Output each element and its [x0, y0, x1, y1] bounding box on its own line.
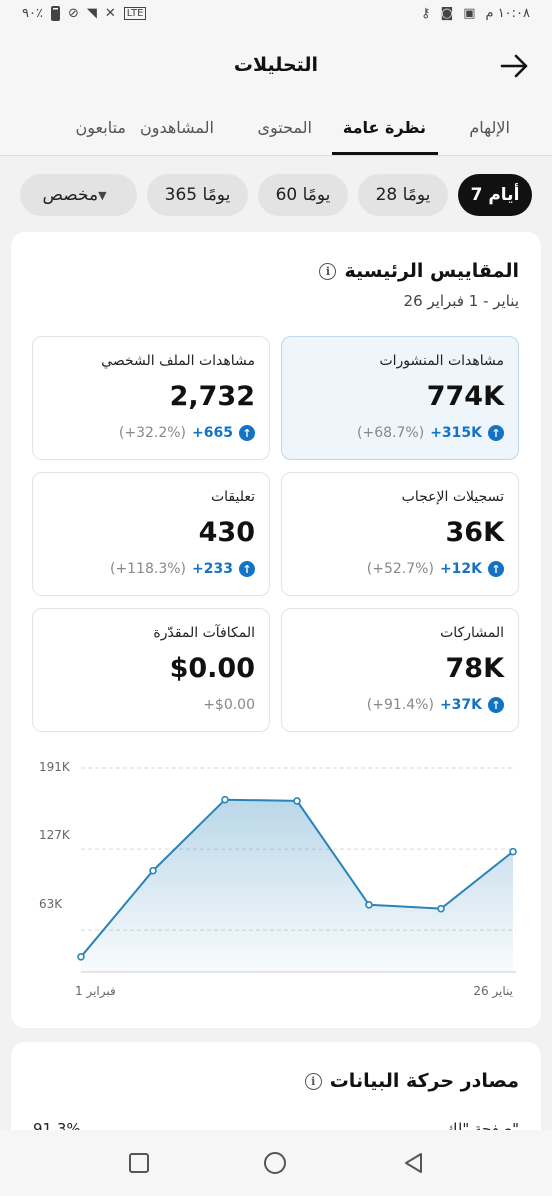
metric-delta: +233 — [192, 561, 233, 577]
status-right: ١٠:٠٨ م ▣ ◙ ⚷ — [421, 6, 530, 21]
chart-data-point[interactable] — [437, 904, 445, 913]
chart-data-point[interactable] — [509, 847, 517, 856]
metric-change: +$0.00 — [203, 697, 255, 713]
metric-value: 78K — [445, 653, 505, 684]
range-custom-dropdown[interactable]: مخصص ▼ — [20, 174, 137, 216]
traffic-sources-title: مصادر حركة البيانات i — [304, 1070, 519, 1092]
range-7-days[interactable]: 7 أيام — [458, 174, 532, 216]
battery-percent: ٩٠٪ — [22, 6, 43, 21]
y-tick-label: 191K — [39, 760, 71, 774]
metric-label: تعليقات — [210, 489, 255, 505]
no-sim-icon: ⊘ — [67, 6, 79, 21]
media-icon: ◙ — [440, 6, 454, 21]
tab-bar: الإلهام نظرة عامة المحتوى المشاهدون متاب… — [0, 98, 552, 156]
x-tick-label: 1 فبراير — [75, 984, 116, 999]
metric-delta: +12K — [439, 561, 482, 577]
metric-pct: (+32.2%) — [118, 425, 187, 441]
metric-change: ↑ +37K (+91.4%) — [367, 697, 504, 713]
y-tick-label: 127K — [39, 828, 71, 842]
system-nav-bar — [0, 1130, 552, 1196]
metric-pct: +$0.00 — [203, 697, 255, 713]
metric-change: ↑ +233 (+118.3%) — [110, 561, 255, 577]
traffic-sources-title-text: مصادر حركة البيانات — [329, 1070, 519, 1092]
range-365-days[interactable]: 365 يومًا — [147, 174, 248, 216]
metric-label: المكافآت المقدّرة — [153, 625, 255, 641]
tab-audience[interactable]: المشاهدون — [139, 118, 214, 137]
key-icon: ⚷ — [421, 6, 431, 21]
tab-inspiration[interactable]: الإلهام — [469, 118, 510, 137]
app-header: التحليلات — [0, 34, 552, 98]
metric-label: تسجيلات الإعجاب — [401, 489, 504, 505]
metric-delta: +665 — [192, 425, 233, 441]
arrow-right-icon[interactable] — [496, 48, 532, 84]
metric-value: 36K — [445, 517, 505, 548]
tab-followers[interactable]: متابعون — [75, 118, 126, 137]
info-icon[interactable]: i — [319, 262, 337, 280]
metric-value: 430 — [198, 517, 255, 548]
metric-value: $0.00 — [169, 653, 255, 684]
chart-data-point[interactable] — [77, 952, 85, 961]
metric-change: ↑ +12K (+52.7%) — [367, 561, 504, 577]
metric-change: ↑ +315K (+68.7%) — [357, 425, 504, 441]
metric-value: 2,732 — [169, 381, 255, 412]
metric-post-views[interactable]: مشاهدات المنشورات 774K ↑ +315K (+68.7%) — [281, 336, 519, 460]
metric-label: المشاركات — [440, 625, 504, 641]
metric-change: ↑ +665 (+32.2%) — [119, 425, 255, 441]
status-left: ٩٠٪ ⊘ ◥ ✕ LTE — [22, 6, 147, 21]
x-app-icon: ✕ — [104, 6, 116, 21]
metric-value: 774K — [426, 381, 504, 412]
arrow-up-circle-icon: ↑ — [239, 561, 255, 577]
chart-data-point[interactable] — [149, 866, 157, 875]
range-28-days[interactable]: 28 يومًا — [358, 174, 448, 216]
metric-label: مشاهدات الملف الشخصي — [101, 353, 255, 369]
active-tab-indicator — [332, 152, 438, 155]
post-views-chart: 191K 127K 63K 26 يناير 1 فبراير — [39, 760, 517, 999]
tab-content[interactable]: المحتوى — [257, 118, 312, 137]
chart-area-fill — [81, 799, 513, 972]
back-triangle-icon[interactable] — [402, 1151, 424, 1175]
arrow-up-circle-icon: ↑ — [488, 425, 504, 441]
x-tick-label: 26 يناير — [473, 984, 513, 999]
network-icon: LTE — [123, 7, 147, 20]
metric-pct: (+118.3%) — [109, 561, 187, 577]
wifi-icon: ◥ — [86, 6, 97, 21]
home-circle-icon[interactable] — [263, 1151, 287, 1175]
arrow-up-circle-icon: ↑ — [488, 561, 504, 577]
range-60-days[interactable]: 60 يومًا — [258, 174, 348, 216]
metric-delta: +315K — [430, 425, 482, 441]
chart-data-point[interactable] — [293, 797, 301, 805]
key-metrics-card: المقاييس الرئيسية i 26 يناير - 1 فبراير … — [11, 232, 541, 1028]
metric-delta: +37K — [439, 697, 482, 713]
recents-square-icon[interactable] — [128, 1152, 150, 1174]
key-metrics-title: المقاييس الرئيسية i — [319, 260, 519, 282]
arrow-up-circle-icon: ↑ — [488, 697, 504, 713]
chart-data-point[interactable] — [365, 901, 373, 909]
arrow-up-circle-icon: ↑ — [239, 425, 255, 441]
info-icon[interactable]: i — [304, 1072, 322, 1090]
chevron-down-icon: ▼ — [98, 188, 107, 202]
key-metrics-title-text: المقاييس الرئيسية — [344, 260, 519, 282]
metric-pct: (+68.7%) — [357, 425, 425, 441]
status-bar: ٩٠٪ ⊘ ◥ ✕ LTE ١٠:٠٨ م ▣ ◙ ⚷ — [0, 0, 552, 34]
y-tick-label: 63K — [39, 897, 63, 911]
gallery-icon: ▣ — [463, 6, 476, 21]
metric-pct: (+91.4%) — [366, 697, 434, 713]
metric-comments[interactable]: تعليقات 430 ↑ +233 (+118.3%) — [32, 472, 270, 596]
status-time: ١٠:٠٨ م — [485, 6, 531, 21]
metric-label: مشاهدات المنشورات — [379, 353, 504, 369]
metric-estimated-rewards[interactable]: المكافآت المقدّرة $0.00 +$0.00 — [32, 608, 270, 732]
metric-likes[interactable]: تسجيلات الإعجاب 36K ↑ +12K (+52.7%) — [281, 472, 519, 596]
metric-profile-views[interactable]: مشاهدات الملف الشخصي 2,732 ↑ +665 (+32.2… — [32, 336, 270, 460]
range-custom-label: مخصص — [42, 185, 99, 205]
date-range: 26 يناير - 1 فبراير — [403, 292, 519, 310]
battery-icon — [50, 6, 60, 21]
page-title: التحليلات — [233, 54, 319, 76]
metric-pct: (+52.7%) — [366, 561, 434, 577]
metric-shares[interactable]: المشاركات 78K ↑ +37K (+91.4%) — [281, 608, 519, 732]
tab-overview[interactable]: نظرة عامة — [342, 118, 426, 137]
chart-data-point[interactable] — [221, 795, 229, 804]
